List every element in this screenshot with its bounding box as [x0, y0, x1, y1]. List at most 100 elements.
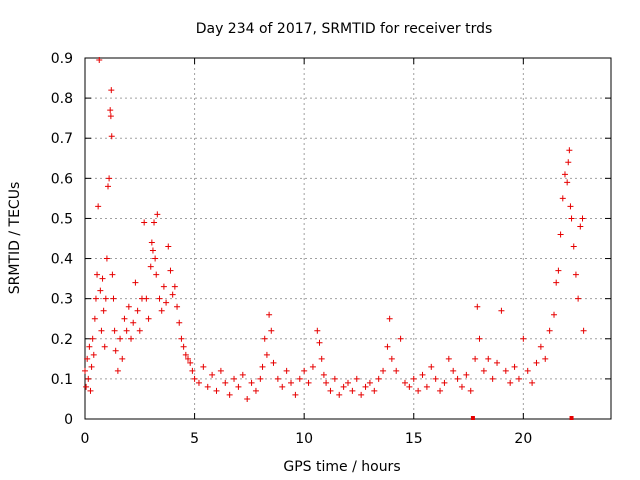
data-point — [572, 271, 579, 278]
data-point — [546, 327, 553, 334]
data-point — [507, 379, 514, 386]
data-point — [99, 275, 106, 282]
data-point — [485, 355, 492, 362]
data-point — [88, 363, 95, 370]
data-point — [301, 367, 308, 374]
data-point — [327, 387, 334, 394]
data-point — [309, 363, 316, 370]
data-point — [336, 391, 343, 398]
data-point — [110, 295, 117, 302]
data-point — [397, 335, 404, 342]
data-point — [568, 215, 575, 222]
data-point — [152, 255, 159, 262]
data-point — [561, 171, 568, 178]
chart-title: Day 234 of 2017, SRMTID for receiver trd… — [196, 21, 493, 37]
data-point — [92, 295, 99, 302]
y-tick-label: 0.2 — [51, 332, 73, 348]
x-tick-label: 0 — [81, 431, 90, 447]
data-point — [476, 335, 483, 342]
gap-markers — [470, 416, 574, 420]
data-point — [204, 383, 211, 390]
data-point — [171, 283, 178, 290]
data-point — [96, 57, 103, 64]
data-point — [82, 367, 88, 374]
data-point — [178, 335, 185, 342]
data-point — [147, 263, 154, 270]
data-point — [268, 327, 275, 334]
data-point — [90, 351, 97, 358]
data-point — [85, 375, 92, 382]
data-point — [130, 319, 137, 326]
data-point — [437, 387, 444, 394]
data-points — [82, 57, 587, 402]
data-point — [419, 371, 426, 378]
data-point — [472, 355, 479, 362]
data-point — [564, 179, 571, 186]
data-point — [502, 367, 509, 374]
data-point — [94, 271, 101, 278]
data-point — [98, 327, 105, 334]
data-point — [134, 307, 141, 314]
data-point — [148, 239, 155, 246]
data-point — [125, 303, 132, 310]
data-point — [520, 335, 527, 342]
data-point — [145, 315, 152, 322]
y-tick-label: 0.3 — [51, 292, 73, 308]
data-point — [91, 315, 98, 322]
data-point — [458, 383, 465, 390]
data-point — [252, 387, 259, 394]
data-point — [454, 375, 461, 382]
data-point — [259, 363, 266, 370]
data-point — [226, 391, 233, 398]
data-point — [151, 219, 158, 226]
data-point — [182, 351, 189, 358]
data-point — [167, 267, 174, 274]
data-point — [283, 367, 290, 374]
data-point — [107, 113, 114, 120]
data-point — [128, 335, 135, 342]
data-point — [567, 203, 574, 210]
data-point — [165, 243, 172, 250]
data-point — [388, 355, 395, 362]
data-point — [318, 355, 325, 362]
data-point — [102, 295, 109, 302]
data-point — [103, 255, 110, 262]
data-point — [292, 391, 299, 398]
data-point — [160, 283, 167, 290]
data-point — [163, 299, 170, 306]
data-point — [380, 367, 387, 374]
data-point — [511, 363, 518, 370]
plot-frame — [84, 57, 612, 420]
data-point — [515, 375, 522, 382]
data-point — [114, 367, 121, 374]
data-point — [143, 295, 150, 302]
data-point — [89, 335, 96, 342]
data-point — [432, 375, 439, 382]
data-point — [109, 271, 116, 278]
y-tick-label: 0.5 — [51, 211, 73, 227]
data-point — [156, 295, 163, 302]
data-point — [136, 327, 143, 334]
data-point — [105, 183, 112, 190]
data-point — [117, 335, 124, 342]
data-point — [579, 215, 586, 222]
data-point — [542, 355, 549, 362]
x-tick-label: 20 — [514, 431, 532, 447]
data-point — [331, 375, 338, 382]
data-point — [320, 371, 327, 378]
x-axis-label: GPS time / hours — [283, 459, 400, 475]
data-point — [323, 379, 330, 386]
data-point — [119, 355, 126, 362]
data-point — [180, 343, 187, 350]
gap-marker — [470, 416, 475, 420]
data-point — [537, 343, 544, 350]
data-point — [406, 383, 413, 390]
data-point — [553, 279, 560, 286]
data-point — [524, 367, 531, 374]
data-point — [279, 383, 286, 390]
data-point — [450, 367, 457, 374]
data-point — [108, 133, 115, 140]
data-point — [345, 379, 351, 386]
data-point — [366, 379, 373, 386]
data-point — [358, 391, 365, 398]
